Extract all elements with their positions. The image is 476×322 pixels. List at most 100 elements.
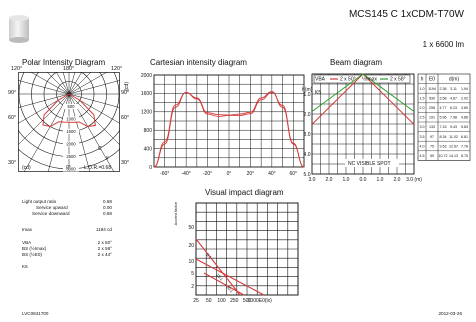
beam-note: NC VISIBLE SPOT [348,161,391,167]
visual-impact-label: 30:1 [225,284,234,294]
beam-table-cell: 8.34 [440,135,447,139]
visual-impact-x-tick: 250 [230,298,239,304]
beam-table-cell: 2.38 [440,87,447,91]
beam-legend-50: 2 x 50° [340,77,356,83]
product-title: MCS145 C 1xCDM-T70W [348,9,464,20]
info-row-lor: Light output ratio 0.68 [22,199,112,204]
visual-impact-y-tick: 10 [188,259,194,265]
beam-table-cell: 4.67 [450,96,457,100]
polar-spoke [46,72,70,95]
polar-angle-right-30: 30° [121,160,130,166]
visual-impact-x-tick: 50 [206,298,212,304]
beam-table-cell: 14.13 [449,154,458,158]
beam-table-cell: 8.75 [461,154,468,158]
beam-table-cell: 4.77 [440,106,447,110]
footer-code: LVC0841700 [22,311,49,316]
polar-ring-label-bg [63,116,79,122]
beam-table-cell: 10.72 [439,154,448,158]
polar-ring-label: 2500 [66,154,76,159]
polar-spoke [68,93,120,146]
polar-ring-label: 1500 [66,129,76,134]
beam-table-cell: 3.89 [461,106,468,110]
beam-ylabel: h(m) [302,87,313,93]
polar-angle-top-left: 120° [11,66,23,72]
cartesian-y-tick: 2000 [141,73,152,79]
cartesian-ylabel: (cd) [124,82,130,91]
polar-ring-label-bg [63,141,79,147]
beam-x-tick: 2.0 [326,177,333,183]
cartesian-x-tick: -60° [160,171,169,177]
beam-table-cell: 5.83 [461,125,468,129]
polar-spoke [68,93,120,124]
luminaire-class: K5 [22,264,28,269]
polar-spoke [18,93,70,146]
visual-impact-line-1 [195,258,265,296]
beam-line-left-0 [311,73,364,125]
visual-impact-chart: 5:115:130:1 25 50 100 250 5001000E0(lx)50201… [173,201,299,304]
polar-spoke [68,72,108,95]
lumen-output: 1 x 6600 lm [422,40,464,49]
polar-ring-label: 3000 [66,167,76,172]
cartesian-series-0 [153,91,305,168]
polar-angle-top-right: 120° [111,66,123,72]
cartesian-y-tick: 800 [144,128,153,134]
beam-note-bg [345,159,399,167]
polar-spoke [18,80,70,95]
polar-lor: L.O.R.=0.68 [84,165,111,171]
polar-ring-label: 500 [68,104,76,109]
polar-c-label: C [98,146,102,152]
beam-chart: 3.0 2.0 1.0 0.0 1.0 2.0 3.0 (m) 1.0 2.0 3.0 4.0 5.0… [302,73,471,183]
polar-spoke [68,72,82,95]
beam-table-cell: 4.5 [420,154,425,158]
beam-table-cell: 191 [429,116,435,120]
beam-table-header: d(m) [449,77,460,83]
beam-table-cell: 530 [429,96,435,100]
beam-table-cell: 9.43 [450,125,457,129]
beam-table-cell: 1.0 [420,87,425,91]
cartesian-y-tick: 0 [149,165,152,171]
polar-spoke [68,93,120,108]
cartesian-chart: -60° -40° -20° 0° 20° 40° 60° 0 400 800 1200 1600 20… [124,73,305,177]
cartesian-x-tick: 20° [247,171,255,177]
polar-zero: 0° [66,165,71,171]
cylinder-luminaire-icon [9,15,29,43]
polar-spoke [18,93,70,124]
beam-table-header: h [421,77,424,83]
beam-y-tick: 4.0 [304,152,311,158]
cartesian-x-tick: -20° [203,171,212,177]
beam-table-cell: 7.15 [440,125,447,129]
polar-units: (cd) [22,165,31,171]
beam-angles-block: VBA 2 x 50° BS (½Imax) 2 x 58° BS (½E0) 2 x… [22,240,112,258]
beam-y-tick: 1.0 [304,92,311,98]
polar-spoke [68,80,120,95]
beam-table-cell: 4.86 [461,116,468,120]
info-row-downward: Service downward 0.68 [32,211,112,216]
beam-table-cell: 12.67 [449,144,458,148]
beam-table-cell: 1.5 [420,96,425,100]
cartesian-x-tick: 0° [227,171,232,177]
beam-table-cell: 97 [430,135,434,139]
beam-legend: VBA 2 x 50° ½Imax 2 x 58° [315,76,406,83]
polar-angle-right-90: 90° [121,90,130,96]
polar-angle-left-60: 60° [8,115,17,121]
cartesian-y-tick: 1600 [141,91,152,97]
visual-impact-ylabel: Accent factor [173,201,178,225]
beam-table-cell: 3.58 [440,96,447,100]
cartesian-y-tick: 400 [144,146,153,152]
polar-spoke [30,72,70,95]
polar-ring-label-bg [63,154,79,159]
polar-ring-label-bg [63,129,79,134]
polar-gamma-label: γ [106,155,109,161]
beam-table-cell: 2.0 [420,106,425,110]
imax-row: Imax 1194 cd [22,227,112,232]
beam-y-tick: 5.0 [304,172,311,178]
beam-line-right-1 [362,73,415,112]
beam-table-cell: 6.23 [450,106,457,110]
beam-table-cell: 6.81 [461,135,468,139]
beam-table-frame [417,73,471,161]
cartesian-title: Cartesian intensity diagram [150,58,247,67]
cartesian-y-tick: 1200 [141,110,152,116]
cartesian-x-tick: 40° [268,171,276,177]
beam-legend-vba: VBA [315,77,326,83]
polar-spoke [23,93,70,172]
